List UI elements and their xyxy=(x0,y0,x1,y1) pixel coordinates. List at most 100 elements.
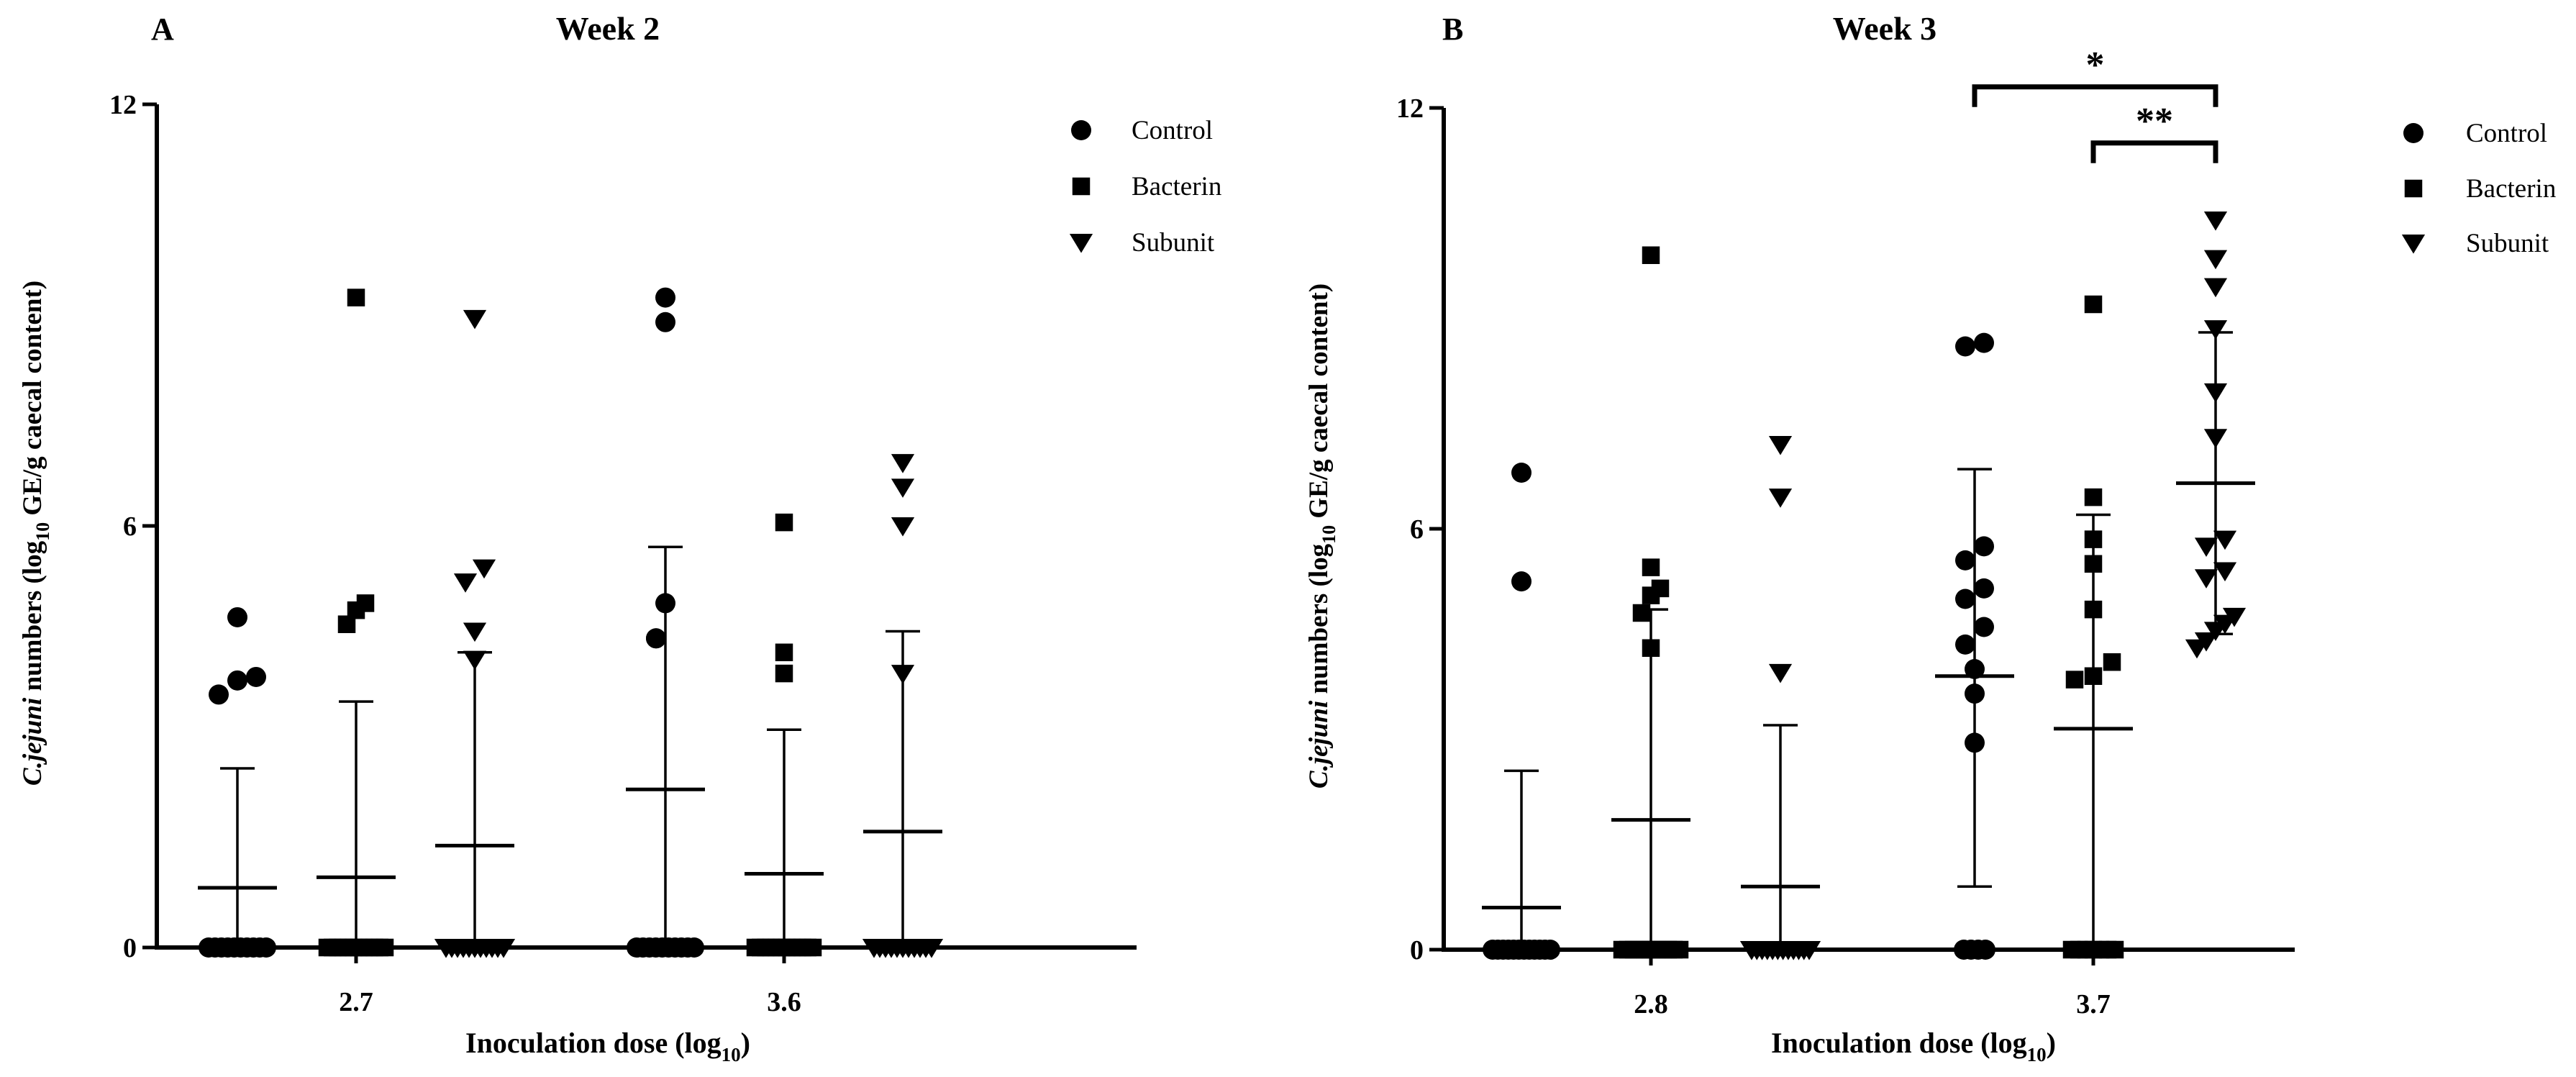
legend-marker-control xyxy=(1071,120,1091,140)
data-point xyxy=(891,665,915,684)
significance-bracket xyxy=(1972,84,2218,107)
legend-marker-control xyxy=(2403,123,2423,143)
x-axis-label-subscript: 10 xyxy=(722,1044,741,1065)
y-axis-label: C.jejuni numbers (log10 GE/g caecal cont… xyxy=(18,281,53,786)
dose-group xyxy=(1611,246,1690,959)
data-point xyxy=(1632,604,1651,622)
y-tick-label: 0 xyxy=(1410,935,1424,965)
data-point xyxy=(804,938,822,957)
data-point xyxy=(246,666,266,687)
data-point xyxy=(1974,617,1994,637)
data-point xyxy=(2084,600,2103,619)
dose-group xyxy=(317,288,396,957)
dose-group xyxy=(2054,295,2133,959)
series-bacterin xyxy=(1611,246,2133,959)
data-point xyxy=(463,309,487,330)
data-point xyxy=(891,517,915,537)
data-point xyxy=(2194,632,2218,652)
data-point xyxy=(1768,436,1793,455)
legend-label-bacterin: Bacterin xyxy=(2466,174,2556,204)
y-tick-label: 6 xyxy=(123,512,137,542)
data-point xyxy=(1642,246,1660,264)
data-point xyxy=(2084,488,2103,506)
y-axis-label-end: GE/g caecal content) xyxy=(18,281,47,522)
data-point xyxy=(655,287,675,308)
data-point xyxy=(376,938,394,957)
data-point xyxy=(209,684,229,705)
significance-label: ** xyxy=(2136,101,2173,142)
panel-title: Week 2 xyxy=(556,10,660,47)
data-point xyxy=(463,622,487,642)
y-tick-label: 0 xyxy=(123,933,137,963)
data-point xyxy=(1955,550,1975,571)
axes: 0 6 12 2.7 3.6 xyxy=(109,90,1137,1017)
significance-bracket xyxy=(2090,140,2218,163)
data-point xyxy=(2084,530,2103,548)
panel-title: Week 3 xyxy=(1833,10,1936,47)
legend-label-subunit: Subunit xyxy=(2466,229,2549,258)
data-point xyxy=(2203,250,2228,270)
data-point xyxy=(2203,212,2228,231)
data-point xyxy=(891,478,915,498)
data-point xyxy=(1642,558,1660,576)
data-point xyxy=(2084,295,2103,314)
y-axis-label-text: numbers (log xyxy=(1304,543,1334,700)
y-axis-label-subscript: 10 xyxy=(1319,525,1339,544)
data-point xyxy=(1955,336,1975,357)
data-point xyxy=(1965,732,1985,753)
panel-letter: A xyxy=(151,12,174,47)
dose-group xyxy=(1935,332,2014,960)
dose-group xyxy=(198,606,277,958)
panel-letter: B xyxy=(1442,12,1463,47)
dose-group xyxy=(1739,436,1821,960)
x-axis-label-close: ) xyxy=(2047,1027,2056,1059)
significance-label: * xyxy=(2086,45,2105,86)
data-point xyxy=(2084,555,2103,573)
data-point xyxy=(1955,634,1975,655)
y-axis-label-text: numbers (log xyxy=(18,540,47,697)
data-point xyxy=(472,559,496,579)
legend-label-control: Control xyxy=(1132,116,1213,145)
data-point xyxy=(227,670,247,691)
data-point xyxy=(1974,332,1994,353)
y-axis-label-subscript: 10 xyxy=(32,522,53,541)
legend-marker-bacterin xyxy=(1072,177,1091,196)
axes: 0 6 12 2.8 3.7 xyxy=(1396,94,2295,1019)
data-point xyxy=(1768,488,1793,508)
y-tick-label: 6 xyxy=(1410,514,1424,545)
data-point xyxy=(2194,537,2218,558)
legend-label-control: Control xyxy=(2466,119,2547,148)
data-point xyxy=(1670,940,1689,959)
significance-brackets: *** xyxy=(1972,45,2218,163)
data-point xyxy=(1965,683,1985,704)
dose-group xyxy=(2176,212,2255,659)
data-point xyxy=(2106,940,2124,959)
data-point xyxy=(256,937,276,958)
data-point xyxy=(1974,578,1994,599)
dose-group xyxy=(1482,463,1561,960)
dose-group xyxy=(434,309,516,958)
data-point xyxy=(1974,536,1994,557)
legend-marker-bacterin xyxy=(2404,179,2423,198)
data-point xyxy=(2203,278,2228,298)
x-axis-label-close: ) xyxy=(741,1027,750,1059)
data-point xyxy=(919,939,944,958)
data-point xyxy=(453,573,478,593)
legend-label-subunit: Subunit xyxy=(1132,228,1215,258)
data-point xyxy=(1955,589,1975,609)
x-tick-label: 3.6 xyxy=(767,987,801,1017)
data-point xyxy=(2194,569,2218,589)
y-axis-label: C.jejuni numbers (log10 GE/g caecal cont… xyxy=(1304,283,1339,789)
dose-group xyxy=(745,513,824,957)
data-point xyxy=(646,628,666,649)
legend: Control Bacterin Subunit xyxy=(2401,119,2556,258)
y-tick-label: 12 xyxy=(109,90,137,120)
data-point xyxy=(1768,663,1793,683)
data-point xyxy=(775,664,793,683)
data-point xyxy=(1511,463,1532,483)
y-axis-label-species: C.jejuni xyxy=(1304,700,1334,789)
legend: Control Bacterin Subunit xyxy=(1069,116,1221,258)
